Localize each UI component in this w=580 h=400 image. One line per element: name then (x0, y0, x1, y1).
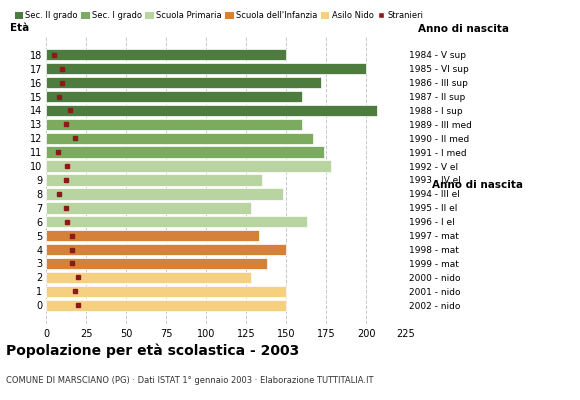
Bar (46, 91, 302, 102)
Bar (46, 105, 377, 116)
Text: Popolazione per età scolastica - 2003: Popolazione per età scolastica - 2003 (6, 344, 299, 358)
Y-axis label: Anno di nascita: Anno di nascita (432, 180, 523, 190)
Legend: Sec. II grado, Sec. I grado, Scuola Primaria, Scuola dell'Infanzia, Asilo Nido, : Sec. II grado, Sec. I grado, Scuola Prim… (14, 11, 423, 20)
Bar (46, 202, 251, 214)
Bar (46, 300, 286, 311)
Text: Anno di nascita: Anno di nascita (418, 24, 509, 34)
Bar (46, 160, 331, 172)
Bar (46, 77, 321, 88)
Bar (46, 63, 366, 74)
Bar (46, 188, 283, 200)
Bar (46, 119, 302, 130)
Bar (46, 216, 307, 228)
Bar (46, 174, 262, 186)
Bar (46, 272, 251, 283)
Bar (46, 286, 286, 297)
Bar (46, 230, 259, 241)
Text: COMUNE DI MARSCIANO (PG) · Dati ISTAT 1° gennaio 2003 · Elaborazione TUTTITALIA.: COMUNE DI MARSCIANO (PG) · Dati ISTAT 1°… (6, 376, 374, 385)
Bar (46, 49, 286, 60)
Bar (46, 244, 286, 255)
Bar (46, 146, 324, 158)
Text: Età: Età (10, 23, 30, 33)
Bar (46, 132, 313, 144)
Bar (46, 258, 267, 269)
